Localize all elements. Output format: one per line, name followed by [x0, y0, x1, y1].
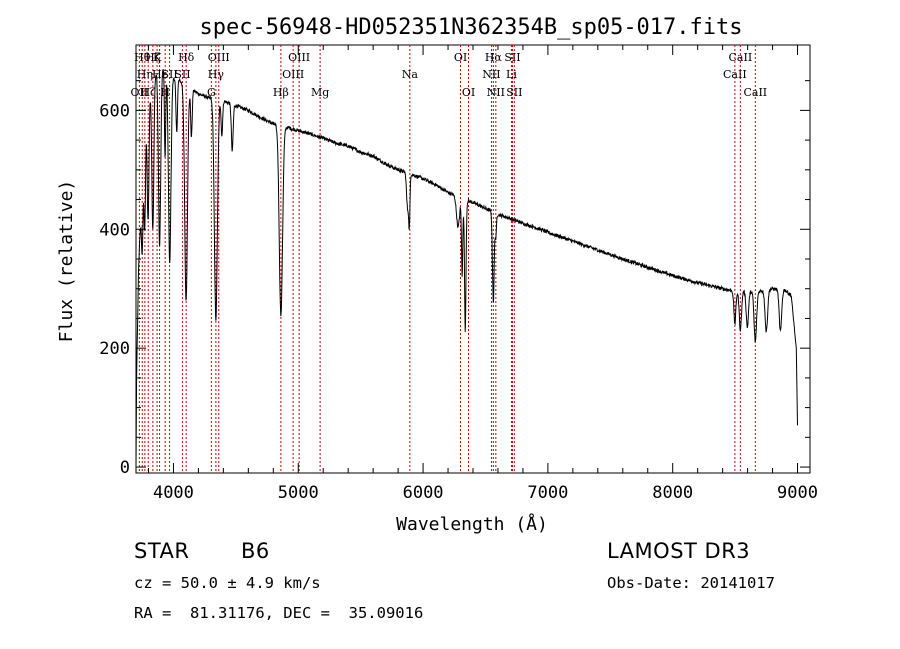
- line-marker-label: CaII: [723, 68, 747, 81]
- line-marker-label: Hβ: [273, 86, 289, 99]
- line-marker-label: OIII: [288, 51, 310, 64]
- survey-name: LAMOST DR3: [607, 539, 751, 563]
- y-tick-label: 200: [99, 339, 130, 359]
- x-axis-label: Wavelength (Å): [396, 513, 548, 535]
- x-tick-label: 4000: [153, 483, 194, 503]
- obs-date-text: Obs-Date: 20141017: [607, 574, 775, 592]
- object-class: STAR: [134, 539, 190, 563]
- line-marker-label: Hγ: [208, 68, 225, 81]
- line-marker-label: Hζ: [140, 86, 156, 99]
- x-tick-label: 9000: [777, 483, 818, 503]
- x-tick-label: 5000: [278, 483, 319, 503]
- line-marker-label: Na: [402, 68, 419, 81]
- x-axis-ticks: 4000 5000 6000 7000 8000 9000: [147, 45, 818, 503]
- chart-title: spec-56948-HD052351N362354B_sp05-017.fit…: [199, 15, 742, 40]
- y-axis-ticks: 0 200 400 600: [99, 80, 810, 478]
- line-marker-label: G: [207, 86, 216, 99]
- line-marker-label: OIII: [282, 68, 304, 81]
- line-marker-label: Mg: [311, 86, 329, 99]
- line-marker-label: Hη: [137, 68, 153, 81]
- line-marker-label: CaII: [743, 86, 767, 99]
- line-markers: [138, 45, 756, 473]
- line-marker-label: H: [160, 86, 170, 99]
- y-tick-label: 600: [99, 101, 130, 121]
- line-marker-labels: OIIHθHηHζHζKHεHSIISIIHδGHγOIIIHβOIIIOIII…: [131, 51, 768, 99]
- line-marker-label: NII: [482, 68, 500, 81]
- spectrum-line: [135, 69, 798, 468]
- line-marker-label: Hθ: [134, 51, 151, 64]
- line-marker-label: CaII: [729, 51, 753, 64]
- line-marker-label: OIII: [208, 51, 230, 64]
- y-tick-label: 400: [99, 220, 130, 240]
- line-marker-label: SII: [504, 51, 520, 64]
- x-tick-label: 6000: [403, 483, 444, 503]
- line-marker-label: OII: [131, 86, 149, 99]
- line-marker-label: Li: [506, 68, 517, 81]
- coordinates-text: RA = 81.31176, DEC = 35.09016: [134, 604, 424, 622]
- line-marker-label: SII: [161, 68, 177, 81]
- x-tick-label: 8000: [652, 483, 693, 503]
- line-marker-label: NII: [487, 86, 505, 99]
- line-marker-label: SII: [506, 86, 522, 99]
- line-marker-label: Hζ: [145, 51, 161, 64]
- redshift-text: cz = 50.0 ± 4.9 km/s: [134, 574, 321, 592]
- line-marker-label: Hα: [485, 51, 503, 64]
- y-axis-label: Flux (relative): [56, 180, 77, 343]
- plot-frame: [135, 44, 811, 474]
- line-marker-label: K: [153, 51, 162, 64]
- y-tick-label: 0: [120, 458, 130, 478]
- line-marker-label: OI: [454, 51, 467, 64]
- object-subclass: B6: [241, 539, 270, 563]
- line-marker-label: OI: [462, 86, 475, 99]
- x-tick-label: 7000: [527, 483, 568, 503]
- line-marker-label: Hδ: [178, 51, 195, 64]
- line-marker-label: SII: [174, 68, 190, 81]
